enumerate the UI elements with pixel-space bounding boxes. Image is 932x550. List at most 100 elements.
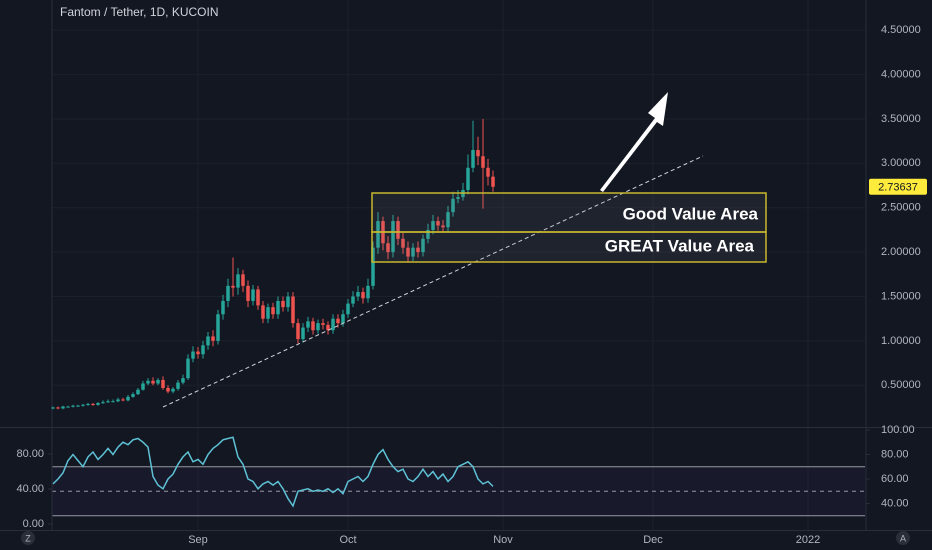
candle-body [441, 225, 445, 228]
candle-body [336, 318, 340, 324]
price-label: 2.73637 [878, 182, 918, 194]
candle-body [166, 387, 170, 392]
candle-body [316, 323, 320, 331]
candle-body [176, 382, 180, 389]
candle-body [236, 274, 240, 288]
candle-body [276, 300, 280, 315]
candle-body [371, 247, 375, 286]
candle-body [326, 324, 330, 331]
y-tick-label: 2.00000 [881, 246, 921, 258]
candle-body [426, 229, 430, 239]
candle-body [186, 358, 190, 379]
y-tick-label: 4.00000 [881, 68, 921, 80]
y2-tick-label: 0.00 [23, 518, 44, 530]
candle-body [251, 289, 255, 301]
candle-body [211, 336, 215, 341]
candle-body [446, 212, 450, 228]
candle-body [221, 300, 225, 315]
button[interactable] [896, 531, 910, 545]
candle-body [351, 296, 355, 304]
candle-body [481, 156, 485, 168]
candle-body [126, 396, 130, 401]
rsi-line [52, 436, 494, 508]
candle-body [306, 321, 310, 328]
candle-body [66, 406, 70, 408]
candle-body [171, 388, 175, 392]
y-tick-label: 3.50000 [881, 113, 921, 125]
candle-body [271, 307, 275, 315]
candle-body [116, 399, 120, 402]
candle-body [396, 221, 400, 239]
value-zone [371, 231, 767, 263]
candle-body [91, 403, 95, 405]
y-tick-label: 1.00000 [881, 335, 921, 347]
y-tick-label: 3.00000 [881, 157, 921, 169]
candle-body [156, 379, 160, 384]
button[interactable] [21, 531, 35, 545]
trend-line [162, 155, 704, 408]
y2-tick-label: 80.00 [16, 448, 44, 460]
candle-body [296, 323, 300, 340]
y-tick-label: 40.00 [881, 497, 909, 509]
candle-body [146, 380, 150, 384]
rsi-band [52, 466, 865, 516]
candle-body [356, 292, 360, 297]
candle-body [451, 198, 455, 213]
candle-body [141, 383, 145, 390]
y-tick-label: 0.50000 [881, 379, 921, 391]
candle-body [51, 407, 55, 409]
button-label[interactable]: Z [25, 533, 31, 543]
candle-body [341, 314, 345, 324]
candle-body [301, 327, 305, 340]
x-tick-label: Nov [493, 534, 513, 546]
chart-title: Fantom / Tether, 1D, KUCOIN [60, 5, 219, 19]
candle-body [416, 247, 420, 253]
button-label[interactable]: A [900, 533, 906, 543]
candle-body [331, 318, 335, 331]
y2-tick-label: 40.00 [16, 483, 44, 495]
candle-body [476, 150, 480, 157]
candle-body [431, 221, 435, 230]
candle-body [76, 405, 80, 407]
x-tick-label: Dec [643, 534, 663, 546]
x-tick-label: Sep [188, 534, 208, 546]
candle-body [361, 292, 365, 299]
y-tick-label: 100.00 [881, 424, 915, 436]
candle-body [261, 305, 265, 319]
grid [52, 0, 865, 530]
x-tick-label: 2022 [796, 534, 820, 546]
candle-body [486, 167, 490, 177]
y-tick-label: 1.50000 [881, 290, 921, 302]
candle-body [391, 221, 395, 253]
candle-body [206, 336, 210, 346]
candle-body [346, 303, 350, 315]
candle-body [376, 221, 380, 248]
candle-body [121, 399, 125, 401]
y-tick-label: 4.50000 [881, 24, 921, 36]
y-tick-label: 80.00 [881, 448, 909, 460]
candle-body [291, 296, 295, 324]
candle-body [226, 285, 230, 301]
candle-body [266, 307, 270, 319]
candle-body [86, 403, 90, 405]
candle-body [216, 314, 220, 341]
candle-body [366, 285, 370, 299]
candle-body [436, 221, 440, 226]
candle-body [456, 197, 460, 199]
candle-body [471, 150, 475, 168]
candle-body [466, 167, 470, 190]
candle-body [286, 296, 290, 308]
candle-body [181, 378, 185, 383]
candle-body [256, 289, 260, 306]
candle-body [311, 321, 315, 331]
value-zone [371, 192, 767, 233]
candle-body [401, 238, 405, 248]
candle-body [491, 176, 495, 187]
candle-body [321, 323, 325, 325]
candle-body [111, 401, 115, 403]
candle-body [71, 405, 75, 407]
candle-body [196, 351, 200, 355]
candle-body [81, 404, 85, 406]
y-tick-label: 60.00 [881, 473, 909, 485]
